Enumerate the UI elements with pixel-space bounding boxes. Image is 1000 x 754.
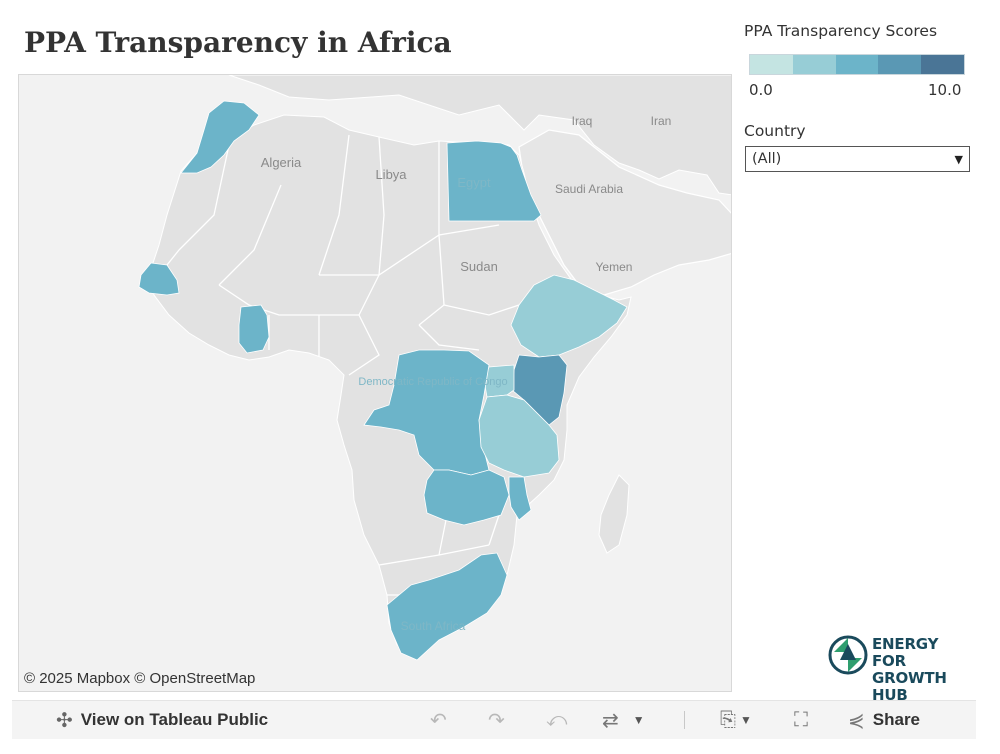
country-malawi[interactable] (508, 476, 532, 521)
logo-text-line2: GROWTH HUB (872, 669, 947, 704)
map-label-iran: Iran (651, 114, 672, 128)
map-label-libya: Libya (375, 167, 407, 182)
energy-hub-logo-icon (828, 635, 868, 675)
legend-swatch (921, 55, 964, 74)
view-on-tableau-label: View on Tableau Public (80, 710, 269, 729)
country-filter-dropdown[interactable]: (All) ▼ (745, 146, 970, 172)
revert-icon[interactable]: ⤺ (546, 708, 568, 731)
legend-swatch (878, 55, 922, 74)
country-filter-label: Country (744, 122, 806, 140)
toolbar-divider (684, 711, 685, 729)
color-legend (749, 54, 965, 75)
legend-max-label: 10.0 (928, 81, 962, 99)
map-label-yemen: Yemen (596, 260, 633, 274)
map-label-algeria: Algeria (261, 155, 302, 170)
country-south-africa[interactable] (386, 552, 508, 661)
country-ethiopia[interactable] (510, 274, 628, 358)
legend-swatch (792, 55, 836, 74)
undo-icon[interactable]: ↶ (430, 709, 447, 732)
legend-min-label: 0.0 (749, 81, 773, 99)
tableau-icon: ✣ (56, 709, 73, 732)
chevron-down-icon[interactable]: ▼ (740, 713, 752, 727)
country-egypt[interactable] (446, 140, 542, 222)
legend-title: PPA Transparency Scores (744, 22, 938, 40)
map[interactable]: Algeria Libya Egypt Sudan Iraq Iran Saud… (18, 74, 732, 692)
download-icon[interactable]: ⎘ (720, 708, 736, 731)
highlighted-countries[interactable] (138, 100, 628, 661)
map-label-saudi-arabia: Saudi Arabia (555, 182, 623, 196)
refresh-icon[interactable]: ⇄ (602, 709, 619, 732)
share-button[interactable]: ⋞ Share (848, 701, 920, 739)
map-label-iraq: Iraq (572, 114, 593, 128)
map-label-egypt: Egypt (457, 175, 491, 190)
logo-text-line1: ENERGY FOR (872, 635, 939, 670)
redo-icon[interactable]: ↷ (488, 709, 505, 732)
map-label-south-africa: South Africa (401, 619, 466, 633)
country-tanzania[interactable] (478, 394, 560, 478)
page-title: PPA Transparency in Africa (24, 26, 452, 59)
country-senegal[interactable] (138, 262, 180, 296)
tableau-toolbar: ✣ View on Tableau Public ↶ ↷ ⤺ ⇄ ▼ ⎘ ▼ ⛶… (12, 700, 976, 739)
map-label-drc: Democratic Republic of Congo (358, 376, 507, 388)
country-filter-value: (All) (752, 151, 782, 167)
fullscreen-icon[interactable]: ⛶ (794, 708, 808, 731)
map-attribution[interactable]: © 2025 Mapbox © OpenStreetMap (24, 670, 256, 687)
map-label-sudan: Sudan (460, 259, 498, 274)
legend-swatch (750, 55, 793, 74)
chevron-down-icon: ▼ (954, 152, 963, 166)
view-on-tableau-button[interactable]: ✣ View on Tableau Public (56, 701, 268, 739)
energy-hub-logo[interactable]: ENERGY FOR GROWTH HUB (826, 630, 976, 704)
country-ghana[interactable] (238, 304, 270, 354)
share-label: Share (872, 710, 921, 729)
chevron-down-icon[interactable]: ▼ (632, 713, 645, 727)
share-icon: ⋞ (848, 709, 865, 732)
country-morocco[interactable] (180, 100, 260, 174)
legend-swatch (835, 55, 879, 74)
country-zambia[interactable] (423, 469, 510, 526)
background-landmass (228, 75, 731, 296)
